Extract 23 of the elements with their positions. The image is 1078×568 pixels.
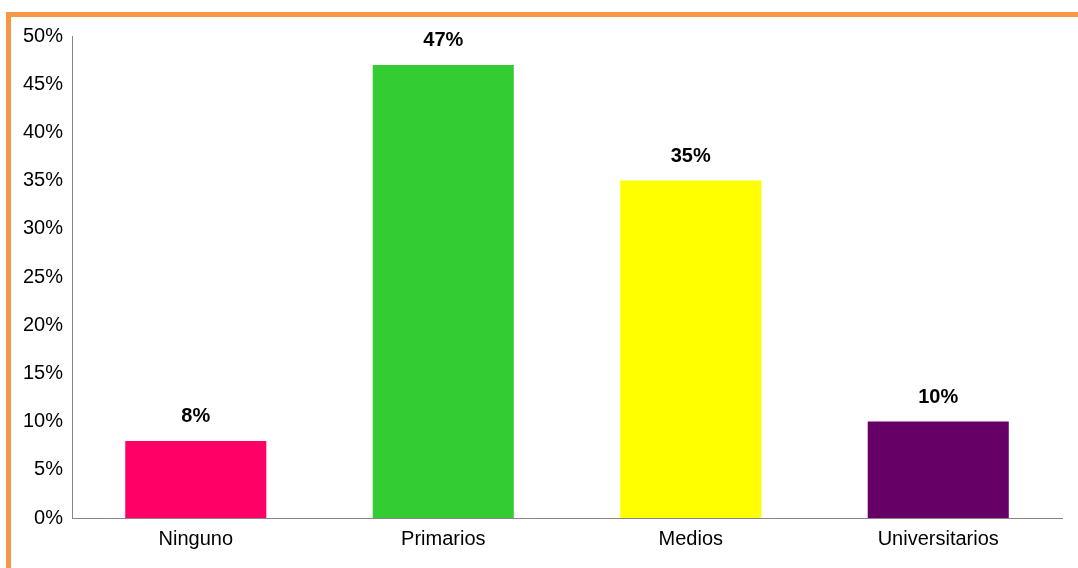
bar [372,64,514,518]
bar [867,421,1009,518]
y-tick-label: 10% [23,409,64,432]
y-tick-label: 40% [23,119,64,142]
x-tick-label: Medios [658,526,723,549]
bar [125,440,267,518]
y-tick-label: 0% [34,505,64,528]
y-tick-label: 5% [34,457,64,480]
x-tick-label: Primarios [401,526,486,549]
y-tick-label: 15% [23,360,64,383]
y-tick-label: 25% [23,264,64,287]
data-label: 8% [181,404,211,427]
y-tick-label: 50% [23,23,64,46]
data-label: 47% [423,28,464,51]
y-tick-label: 30% [23,216,64,239]
y-tick-label: 20% [23,312,64,335]
y-tick-label: 35% [23,168,64,191]
data-label: 35% [670,144,711,167]
data-label: 10% [918,385,959,408]
x-tick-label: Universitarios [877,526,999,549]
x-tick-label: Ninguno [158,526,234,549]
bar [620,180,762,518]
y-tick-label: 45% [23,71,64,94]
